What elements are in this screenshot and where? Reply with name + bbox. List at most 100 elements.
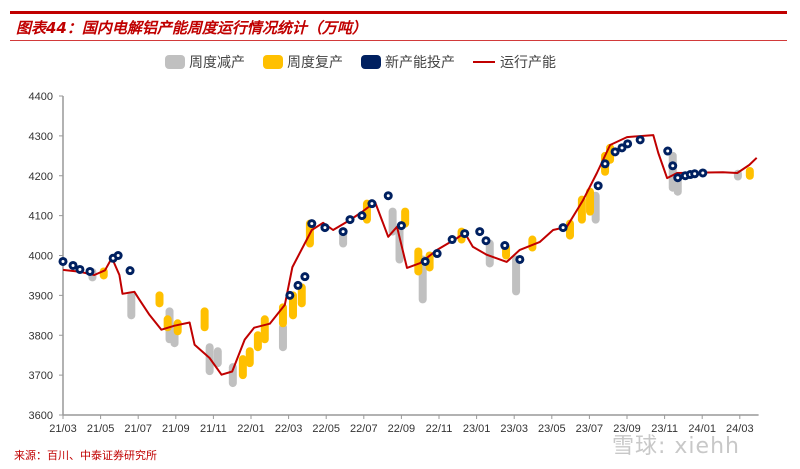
new-capacity-marker-center bbox=[435, 252, 439, 256]
new-capacity-point bbox=[600, 159, 610, 169]
legend-swatch-running bbox=[473, 61, 495, 63]
legend-item-reduction: 周度减产 bbox=[165, 52, 245, 72]
y-tick-label: 4400 bbox=[29, 91, 53, 103]
y-tick-label: 4000 bbox=[29, 251, 53, 263]
new-capacity-point bbox=[698, 168, 708, 178]
new-capacity-point bbox=[690, 169, 700, 179]
new-capacity-point bbox=[113, 251, 123, 260]
x-tick-label: 22/07 bbox=[350, 423, 378, 435]
x-tick-label: 22/01 bbox=[237, 423, 265, 435]
new-capacity-marker-center bbox=[310, 222, 314, 226]
new-capacity-point bbox=[396, 221, 406, 231]
new-capacity-marker-center bbox=[360, 214, 364, 218]
new-capacity-marker-center bbox=[323, 226, 327, 230]
new-capacity-marker-center bbox=[701, 171, 705, 175]
new-capacity-point bbox=[125, 266, 135, 276]
x-tick-label: 21/11 bbox=[200, 423, 227, 435]
y-tick-label: 3600 bbox=[29, 410, 53, 422]
x-tick-label: 23/05 bbox=[538, 423, 566, 435]
new-capacity-marker-center bbox=[88, 269, 92, 273]
new-capacity-marker-center bbox=[303, 275, 307, 279]
new-capacity-point bbox=[515, 254, 525, 264]
legend-label: 运行产能 bbox=[500, 55, 556, 71]
new-capacity-marker-center bbox=[78, 267, 82, 271]
new-capacity-point bbox=[75, 264, 85, 274]
new-capacity-point bbox=[58, 256, 68, 266]
source-note: 来源：百川、中泰证券研究所 bbox=[14, 449, 157, 462]
new-capacity-point bbox=[623, 139, 633, 149]
new-capacity-marker-center bbox=[626, 142, 630, 146]
legend-swatch-new-capacity bbox=[361, 55, 381, 69]
new-capacity-point bbox=[668, 161, 678, 171]
new-capacity-marker-center bbox=[693, 172, 697, 176]
new-capacity-point bbox=[610, 147, 620, 157]
chart-title: 图表44：国内电解铝产能周度运行情况统计（万吨） bbox=[16, 19, 367, 37]
y-tick-label: 4300 bbox=[29, 131, 53, 143]
new-capacity-point bbox=[593, 181, 603, 191]
x-tick-label: 23/11 bbox=[651, 423, 678, 435]
new-capacity-marker-center bbox=[370, 202, 374, 206]
new-capacity-marker-center bbox=[116, 254, 120, 257]
new-capacity-point bbox=[447, 235, 457, 245]
new-capacity-marker-center bbox=[111, 256, 115, 260]
new-capacity-marker-center bbox=[61, 259, 65, 263]
x-tick-label: 22/09 bbox=[388, 423, 416, 435]
x-tick-label: 22/11 bbox=[426, 423, 453, 435]
legend-item-running: 运行产能 bbox=[473, 52, 556, 72]
new-capacity-marker-center bbox=[603, 162, 607, 166]
x-tick-label: 23/03 bbox=[500, 423, 528, 435]
new-capacity-point bbox=[345, 215, 355, 225]
new-capacity-marker-center bbox=[399, 224, 403, 228]
new-capacity-point bbox=[300, 272, 310, 282]
x-tick-label: 22/05 bbox=[312, 423, 340, 435]
new-capacity-marker-center bbox=[288, 293, 292, 297]
new-capacity-marker-center bbox=[671, 164, 675, 168]
new-capacity-point bbox=[673, 173, 683, 183]
new-capacity-point bbox=[367, 199, 377, 209]
legend-label: 周度复产 bbox=[287, 55, 343, 71]
new-capacity-marker-center bbox=[128, 269, 132, 273]
title-bottom-rule bbox=[10, 40, 787, 41]
new-capacity-point bbox=[285, 290, 295, 300]
x-tick-label: 24/03 bbox=[726, 423, 754, 435]
new-capacity-point bbox=[307, 219, 317, 229]
title-top-rule bbox=[10, 11, 787, 14]
new-capacity-point bbox=[357, 211, 367, 221]
new-capacity-marker-center bbox=[676, 176, 680, 180]
new-capacity-marker-center bbox=[503, 244, 507, 248]
new-capacity-point bbox=[432, 249, 442, 259]
new-capacity-point bbox=[475, 227, 485, 237]
new-capacity-marker-center bbox=[450, 238, 454, 242]
new-capacity-marker-center bbox=[561, 226, 565, 230]
new-capacity-point bbox=[481, 236, 491, 246]
new-capacity-marker-center bbox=[613, 150, 617, 154]
legend-item-new-capacity: 新产能投产 bbox=[361, 52, 455, 72]
new-capacity-marker-center bbox=[423, 259, 427, 263]
y-tick-label: 3800 bbox=[29, 330, 53, 342]
new-capacity-marker-center bbox=[296, 283, 300, 287]
new-capacity-point bbox=[558, 223, 568, 233]
new-capacity-marker-center bbox=[71, 263, 75, 267]
legend: 周度减产 周度复产 新产能投产 运行产能 bbox=[165, 52, 574, 72]
new-capacity-marker-center bbox=[596, 184, 600, 188]
running-capacity-line bbox=[62, 134, 758, 376]
new-capacity-marker-center bbox=[638, 138, 642, 142]
x-tick-label: 21/09 bbox=[162, 423, 190, 435]
x-tick-label: 23/01 bbox=[463, 423, 491, 435]
y-tick-label: 3900 bbox=[29, 290, 53, 302]
new-capacity-point bbox=[500, 241, 510, 251]
watermark: 雪球: xiehh bbox=[612, 434, 740, 459]
new-capacity-point bbox=[663, 146, 673, 156]
legend-swatch-resumption bbox=[263, 55, 283, 69]
new-capacity-point bbox=[635, 135, 645, 145]
x-tick-label: 24/01 bbox=[688, 423, 716, 435]
x-tick-label: 23/09 bbox=[613, 423, 641, 435]
new-capacity-marker-center bbox=[620, 146, 624, 150]
new-capacity-point bbox=[320, 223, 330, 233]
new-capacity-marker-center bbox=[348, 218, 352, 222]
new-capacity-marker-center bbox=[341, 230, 345, 234]
new-capacity-marker-center bbox=[518, 257, 522, 261]
new-capacity-point bbox=[460, 229, 470, 239]
new-capacity-point bbox=[383, 191, 393, 201]
legend-swatch-reduction bbox=[165, 55, 185, 69]
